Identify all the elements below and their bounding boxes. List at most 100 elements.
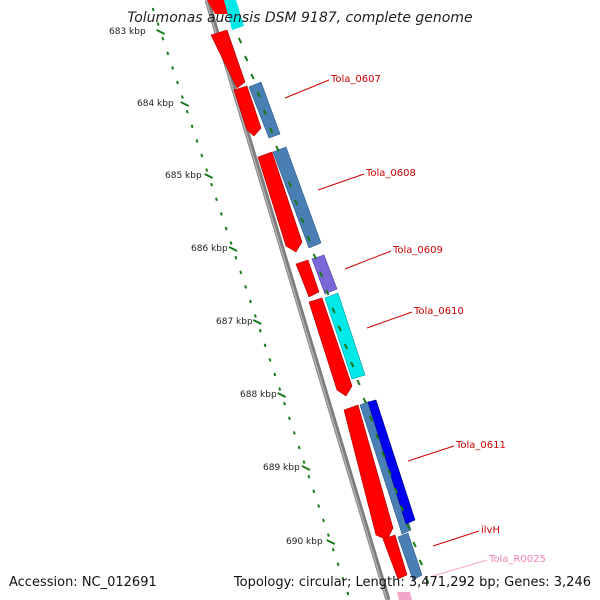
outer-dash [256, 91, 261, 98]
outer-dash [418, 559, 424, 566]
cds-feature [295, 259, 320, 298]
rna-feature [397, 592, 412, 600]
tick-dot [312, 489, 316, 494]
outer-dash [424, 577, 430, 584]
tick-label: 686 kbp [191, 244, 228, 254]
accession-text: Accession: NC_012691 [9, 575, 157, 590]
tick-dot [214, 197, 218, 202]
topology-summary: Topology: circular; Length: 3,471,292 bp… [233, 575, 591, 590]
tick-label: 683 kbp [109, 27, 146, 37]
tick-dot [171, 66, 175, 70]
tick-dot [244, 285, 248, 289]
gene-labels: Tola_0607 Tola_0608 Tola_0609 Tola_0610 … [330, 74, 546, 565]
outer-dash [287, 181, 293, 188]
tick-labels: 683 kbp 684 kbp 685 kbp 686 kbp 687 kbp … [109, 27, 323, 547]
major-tick [180, 101, 190, 107]
outer-dash [375, 433, 380, 440]
map-title: Tolumonas auensis DSM 9187, complete gen… [127, 10, 472, 26]
gene-label: Tola_0609 [392, 245, 443, 256]
tick-dot [253, 314, 257, 318]
outer-dash [300, 217, 305, 224]
tick-dot [205, 168, 209, 172]
outer-dash [381, 451, 386, 458]
tick-dot [283, 401, 287, 406]
tick-dot [336, 562, 340, 567]
tick-dot [278, 387, 282, 391]
major-tick [228, 246, 238, 252]
gene-label: Tola_0610 [413, 306, 464, 317]
tick-dot [292, 431, 296, 435]
tick-label: 688 kbp [240, 390, 277, 400]
tick-dot [322, 518, 325, 523]
tick-dot [229, 241, 233, 245]
gene-label: Tola_0611 [455, 440, 506, 451]
tick-dot [156, 22, 160, 26]
outer-dash-ring [237, 37, 430, 584]
tick-dot [210, 182, 214, 187]
gene-label-rna: Tola_R0025 [488, 554, 546, 565]
tick-dot [219, 212, 223, 216]
tick-dot [268, 358, 272, 362]
outer-dash [269, 127, 274, 134]
tick-dot [166, 51, 170, 56]
major-tick [326, 539, 336, 545]
tick-dot [161, 36, 165, 41]
leader-line [432, 559, 488, 577]
outer-dash [412, 541, 417, 548]
tick-dot [176, 80, 179, 85]
tick-dot [297, 445, 301, 450]
outer-dash [337, 325, 342, 332]
cds-feature [210, 29, 246, 89]
tick-label: 684 kbp [137, 99, 174, 109]
cds-feature [233, 85, 262, 137]
gene-label: Tola_0607 [330, 74, 381, 85]
cds-feature [207, 0, 230, 14]
outer-dash [400, 505, 405, 512]
major-tick [301, 465, 311, 471]
gene-label: Tola_0608 [365, 168, 416, 179]
protein-feature [272, 146, 322, 249]
outer-dash [362, 397, 367, 404]
feature-tracks [207, 0, 423, 600]
outer-dash [250, 73, 255, 80]
tick-dot [258, 328, 262, 333]
leader-line [344, 250, 392, 270]
protein-feature [397, 532, 423, 581]
leader-line [284, 79, 330, 99]
backbone [204, 0, 391, 600]
cds-feature [382, 534, 408, 580]
protein-feature [367, 399, 416, 525]
outer-dash [393, 487, 399, 494]
tick-dot [287, 416, 291, 421]
tick-dot [195, 139, 199, 143]
protein-feature [324, 292, 366, 380]
tick-dot [249, 299, 252, 304]
major-tick [252, 319, 262, 325]
outer-dash [356, 379, 361, 386]
outer-dash [318, 271, 324, 278]
leader-line [317, 173, 365, 191]
outer-dash [312, 253, 317, 260]
outer-dash [350, 361, 355, 368]
major-tick [156, 29, 166, 35]
tick-label: 685 kbp [165, 171, 202, 181]
outer-dash [368, 415, 374, 422]
outer-dash [325, 289, 330, 296]
tick-dot [273, 372, 277, 377]
outer-dash [244, 55, 249, 62]
tick-dot [302, 460, 306, 464]
tick-dot [331, 547, 335, 552]
tick-track [151, 7, 350, 596]
tick-dot [346, 591, 350, 596]
outer-dash [387, 469, 392, 476]
tick-label: 687 kbp [216, 317, 253, 327]
major-tick [277, 392, 287, 398]
outer-dash [262, 109, 268, 116]
tick-dot [239, 270, 243, 275]
leader-line [366, 311, 413, 329]
tick-dot [180, 95, 184, 99]
protein-feature [311, 254, 338, 295]
outer-dash [343, 343, 349, 350]
tick-dot [190, 124, 194, 129]
